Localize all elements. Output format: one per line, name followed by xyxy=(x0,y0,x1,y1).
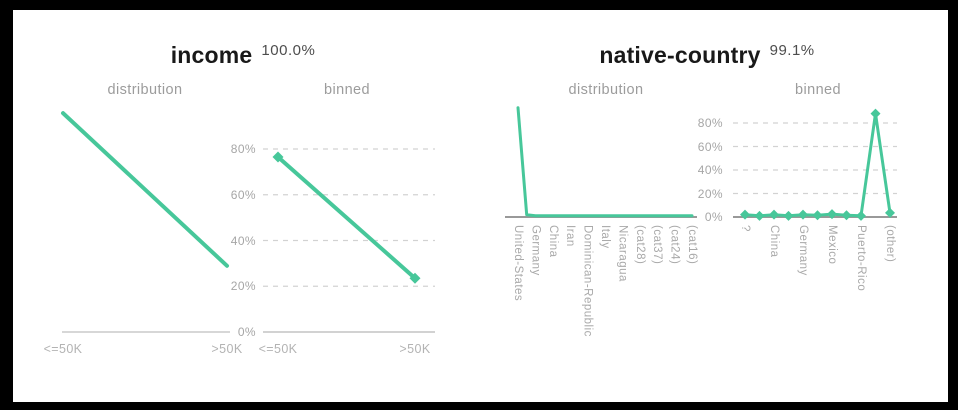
x-tick-label: United-States xyxy=(512,225,524,302)
panel-title-native-country: native-country 99.1% xyxy=(457,42,957,68)
x-tick-label: (cat24) xyxy=(668,225,681,265)
point-marker xyxy=(812,210,823,221)
y-tick-label: 80% xyxy=(230,142,256,156)
y-tick-label: 60% xyxy=(230,187,256,202)
x-tick-label: Germany xyxy=(529,225,542,276)
chart-native-country-distribution: United-States Germany China Iran Dominican-R… xyxy=(495,90,710,390)
y-tick-label: 40% xyxy=(697,163,723,177)
match-percentage: 100.0% xyxy=(261,42,316,59)
point-marker xyxy=(827,209,837,220)
x-tick-label: Dominican-Republic xyxy=(581,225,594,337)
x-tick-label: Germany xyxy=(797,225,809,276)
chart-subtitle-binned: binned xyxy=(795,82,841,98)
series-line xyxy=(516,106,694,218)
point-marker xyxy=(870,108,881,119)
point-marker xyxy=(272,151,284,163)
y-tick-label: 20% xyxy=(230,279,256,294)
chart-subtitle-binned: binned xyxy=(324,82,370,98)
y-tick-label: 60% xyxy=(697,139,723,154)
y-tick-label: 20% xyxy=(697,186,723,201)
point-marker xyxy=(841,210,852,221)
panel-title-income: income 100.0% xyxy=(0,42,493,68)
line-chart xyxy=(733,108,897,221)
x-tick-label: (cat28) xyxy=(633,225,646,265)
x-tick-label: Nicaragua xyxy=(616,225,629,282)
point-marker xyxy=(740,209,750,220)
point-marker xyxy=(409,272,421,284)
y-tick-label: 80% xyxy=(697,116,723,130)
series-line xyxy=(276,155,417,281)
point-marker xyxy=(856,210,866,221)
x-tick-label: >50K xyxy=(399,342,431,356)
line-chart xyxy=(61,111,230,333)
chart-income-binned: 80% 60% 40% 20% 0% <=50K >50K xyxy=(215,95,460,375)
chart-native-country-binned: 80% 60% 40% 20% 0%? China Germany Mexico Puerto-… xyxy=(680,90,915,390)
x-tick-label: Puerto-Rico xyxy=(855,225,867,292)
x-tick-label: China xyxy=(546,225,559,258)
chart-income-distribution: <=50K >50K xyxy=(40,95,250,375)
feature-name: native-country xyxy=(599,42,761,68)
x-tick-label: <=50K xyxy=(258,342,298,356)
y-tick-label: 0% xyxy=(237,325,256,339)
x-tick-label: Iran xyxy=(564,225,577,247)
match-percentage: 99.1% xyxy=(769,42,815,59)
x-tick-label: <=50K xyxy=(43,342,83,356)
line-chart xyxy=(263,148,435,333)
x-tick-label: Italy xyxy=(599,225,611,249)
point-marker xyxy=(769,209,779,220)
feature-name: income xyxy=(170,42,253,68)
y-tick-label: 0% xyxy=(704,210,723,224)
point-marker xyxy=(754,210,765,221)
x-tick-label: Mexico xyxy=(826,225,838,265)
x-tick-label: China xyxy=(768,225,780,258)
chart-subtitle-distribution: distribution xyxy=(568,82,644,98)
x-tick-label: (cat16) xyxy=(686,225,698,265)
x-tick-label: (other) xyxy=(884,225,896,263)
x-tick-label: ? xyxy=(739,225,751,232)
line-chart xyxy=(505,106,697,218)
point-marker xyxy=(798,209,808,220)
point-marker xyxy=(885,207,895,218)
point-marker xyxy=(783,210,794,221)
series-line xyxy=(743,112,892,218)
chart-subtitle-distribution: distribution xyxy=(107,82,183,98)
x-tick-label: >50K xyxy=(211,342,243,356)
series-line xyxy=(61,111,229,268)
y-tick-label: 40% xyxy=(230,233,256,248)
x-tick-label: (cat37) xyxy=(651,225,664,265)
